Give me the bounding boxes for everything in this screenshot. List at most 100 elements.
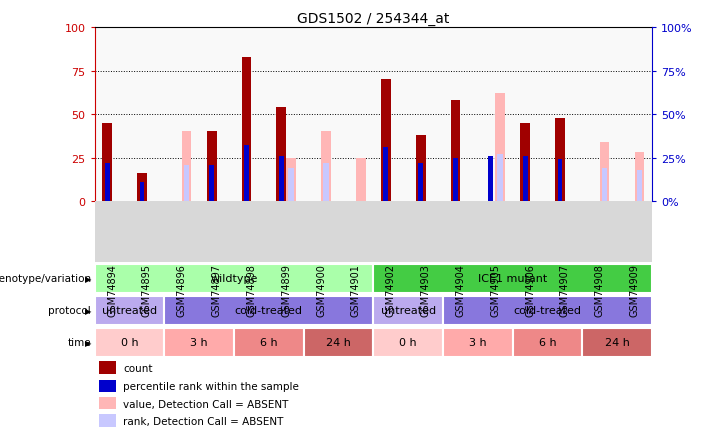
Text: ICE1 mutant: ICE1 mutant	[478, 274, 547, 283]
Bar	[512, 328, 583, 357]
Bar	[184, 165, 189, 201]
Text: 6 h: 6 h	[538, 338, 557, 347]
Text: 0 h: 0 h	[400, 338, 417, 347]
Bar	[443, 296, 652, 325]
Text: cold-treated: cold-treated	[235, 306, 303, 316]
Text: count: count	[123, 364, 153, 374]
Bar	[547, 201, 583, 262]
Bar	[100, 397, 116, 410]
Text: untreated: untreated	[102, 306, 157, 316]
Bar	[583, 328, 652, 357]
Bar	[209, 165, 214, 201]
Bar	[634, 153, 644, 201]
Bar	[512, 201, 547, 262]
Bar	[323, 163, 329, 201]
Bar	[408, 28, 443, 201]
Bar	[234, 201, 268, 262]
Text: genotype/variation: genotype/variation	[0, 274, 91, 283]
Bar	[199, 28, 234, 201]
Bar	[288, 168, 294, 201]
Bar	[95, 264, 373, 293]
Bar	[234, 328, 304, 357]
Bar	[599, 142, 609, 201]
Bar	[164, 328, 234, 357]
Bar	[234, 28, 268, 201]
Text: 24 h: 24 h	[326, 338, 351, 347]
Bar	[512, 28, 547, 201]
Text: percentile rank within the sample: percentile rank within the sample	[123, 381, 299, 391]
Bar	[130, 28, 164, 201]
Bar	[95, 28, 130, 201]
Bar	[164, 296, 373, 325]
Bar	[617, 28, 652, 201]
Bar	[304, 28, 339, 201]
Bar	[182, 132, 191, 201]
Bar	[408, 201, 443, 262]
Text: value, Detection Call = ABSENT: value, Detection Call = ABSENT	[123, 399, 288, 409]
Text: 6 h: 6 h	[260, 338, 278, 347]
Bar	[478, 201, 512, 262]
Text: rank, Detection Call = ABSENT: rank, Detection Call = ABSENT	[123, 416, 283, 426]
Bar	[100, 380, 116, 392]
Bar	[304, 201, 339, 262]
Bar	[637, 170, 642, 201]
Bar	[373, 296, 443, 325]
Bar	[339, 201, 373, 262]
Bar	[381, 80, 390, 201]
Title: GDS1502 / 254344_at: GDS1502 / 254344_at	[297, 12, 449, 26]
Bar	[523, 156, 528, 201]
Text: cold-treated: cold-treated	[513, 306, 581, 316]
Bar	[488, 156, 493, 201]
Bar	[583, 201, 617, 262]
Bar	[418, 163, 423, 201]
Bar	[617, 201, 652, 262]
Bar	[164, 201, 199, 262]
Text: ▶: ▶	[85, 274, 91, 283]
Bar	[373, 328, 443, 357]
Text: 0 h: 0 h	[121, 338, 138, 347]
Bar	[242, 57, 252, 201]
Bar	[244, 146, 249, 201]
Bar	[478, 28, 512, 201]
Bar	[555, 118, 565, 201]
Bar	[95, 296, 164, 325]
Text: time: time	[67, 338, 91, 347]
Text: untreated: untreated	[381, 306, 436, 316]
Text: 24 h: 24 h	[605, 338, 629, 347]
Bar	[100, 414, 116, 427]
Bar	[547, 28, 583, 201]
Bar	[304, 328, 374, 357]
Bar	[279, 156, 284, 201]
Bar	[139, 182, 144, 201]
Bar	[102, 123, 112, 201]
Bar	[583, 28, 617, 201]
Bar	[276, 108, 286, 201]
Bar	[137, 174, 147, 201]
Bar	[443, 28, 478, 201]
Text: 3 h: 3 h	[469, 338, 486, 347]
Bar	[373, 28, 408, 201]
Text: ▶: ▶	[85, 338, 91, 347]
Bar	[356, 158, 366, 201]
Bar	[339, 28, 373, 201]
Bar	[164, 28, 199, 201]
Bar	[416, 135, 426, 201]
Bar	[495, 94, 505, 201]
Bar	[453, 158, 458, 201]
Bar	[451, 101, 461, 201]
Text: protocol: protocol	[48, 306, 91, 316]
Bar	[268, 28, 304, 201]
Bar	[498, 155, 503, 201]
Bar	[557, 160, 562, 201]
Text: wildtype: wildtype	[210, 274, 258, 283]
Bar	[443, 201, 478, 262]
Bar	[199, 201, 234, 262]
Bar	[95, 328, 164, 357]
Bar	[373, 264, 652, 293]
Bar	[383, 148, 388, 201]
Bar	[286, 158, 296, 201]
Bar	[130, 201, 164, 262]
Bar	[373, 201, 408, 262]
Bar	[104, 163, 109, 201]
Bar	[443, 328, 512, 357]
